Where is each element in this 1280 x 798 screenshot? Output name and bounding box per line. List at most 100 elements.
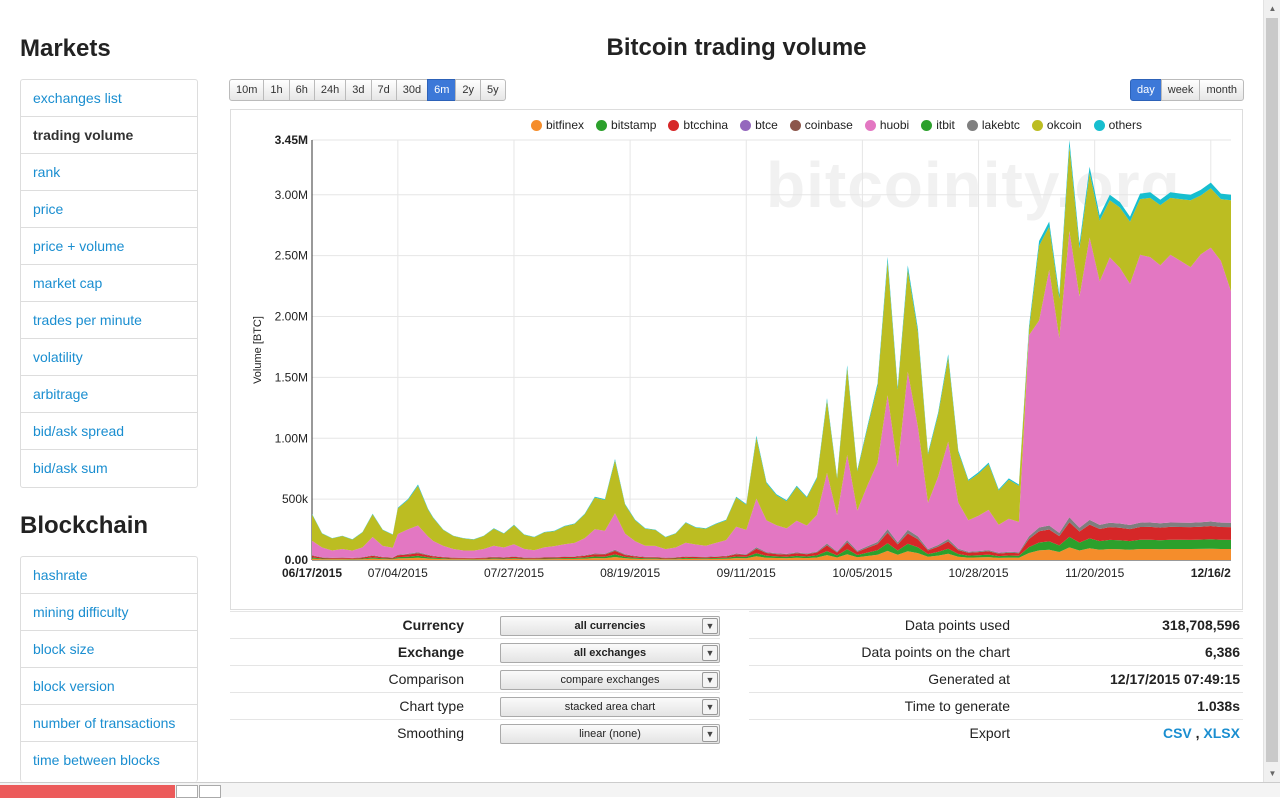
exchange-select[interactable]: all exchanges ▼ — [500, 643, 720, 663]
export-csv-link[interactable]: CSV — [1162, 725, 1192, 741]
x-tick-label: 06/17/2015 — [282, 566, 342, 580]
volume-chart: bitcoinity.org 0.00 500k 1.00M 1.50M 2.00M 2.… — [230, 109, 1243, 610]
interval-button-month[interactable]: month — [1199, 79, 1245, 101]
range-button-1h[interactable]: 1h — [263, 79, 290, 101]
legend-label: lakebtc — [981, 118, 1020, 132]
sidebar-item-arbitrage[interactable]: arbitrage — [21, 376, 197, 413]
stat-row-time-to-generate: Time to generate 1.038s — [749, 692, 1243, 719]
setting-row-chart-type: Chart type stacked area chart ▼ — [230, 692, 720, 719]
select-value: stacked area chart — [564, 701, 656, 713]
sidebar-item-bid-ask-sum[interactable]: bid/ask sum — [33, 460, 108, 476]
legend-label: bitfinex — [546, 118, 585, 132]
legend-item-coinbase[interactable]: coinbase — [789, 118, 853, 132]
range-button-24h[interactable]: 24h — [313, 79, 347, 101]
legend-label: huobi — [879, 118, 910, 132]
blockchain-nav: hashrate mining difficulty block size block… — [20, 556, 198, 782]
sidebar-item-hashrate[interactable]: hashrate — [21, 557, 197, 594]
stat-label: Data points used — [904, 617, 1010, 633]
y-tick-label: 1.00M — [275, 431, 308, 445]
sidebar-item-block-version[interactable]: block version — [21, 668, 197, 705]
comparison-select[interactable]: compare exchanges ▼ — [500, 670, 720, 690]
legend-item-bitfinex[interactable]: bitfinex — [531, 118, 584, 132]
sidebar-item-price-volume[interactable]: price + volume — [21, 228, 197, 265]
chevron-down-icon[interactable]: ▼ — [702, 645, 718, 661]
legend-dot-icon — [1031, 119, 1043, 131]
bottom-bar-button-2[interactable] — [199, 785, 221, 798]
chart-stats: Data points used 318,708,596 Data points o… — [749, 611, 1243, 746]
sidebar-item-bid-ask-spread[interactable]: bid/ask spread — [21, 413, 197, 450]
interval-button-day[interactable]: day — [1130, 79, 1162, 101]
sidebar-item-volatility[interactable]: volatility — [21, 339, 197, 376]
legend-item-btce[interactable]: btce — [740, 118, 778, 132]
chart-settings: Currency all currencies ▼ Exchange all excha… — [230, 611, 720, 746]
setting-label: Smoothing — [397, 725, 464, 741]
sidebar-item-number-of-transactions[interactable]: number of transactions — [21, 705, 197, 742]
x-tick-label: 10/28/2015 — [948, 566, 1008, 580]
range-button-6h[interactable]: 6h — [288, 79, 315, 101]
interval-button-week[interactable]: week — [1160, 79, 1201, 101]
page-title: Bitcoin trading volume — [606, 34, 867, 61]
chart-legend: bitfinex bitstamp btcchina btce coinbase huob… — [531, 118, 1154, 132]
range-button-10m[interactable]: 10m — [229, 79, 265, 101]
legend-item-bitstamp[interactable]: bitstamp — [596, 118, 656, 132]
select-value: all currencies — [574, 620, 646, 632]
sidebar-item-rank[interactable]: rank — [21, 154, 197, 191]
legend-item-btcchina[interactable]: btcchina — [668, 118, 728, 132]
interval-button-group: day week month — [1130, 79, 1245, 101]
export-xlsx-link[interactable]: XLSX — [1203, 725, 1240, 741]
scrollbar-thumb[interactable] — [1266, 18, 1278, 762]
area-bitstamp — [312, 536, 1231, 560]
x-tick-label: 08/19/2015 — [600, 566, 660, 580]
sidebar-item-exchanges-list[interactable]: exchanges list — [21, 80, 197, 117]
legend-item-others[interactable]: others — [1093, 118, 1142, 132]
setting-label: Comparison — [388, 671, 464, 687]
blockchain-title: Blockchain — [20, 512, 149, 539]
legend-dot-icon — [531, 119, 542, 131]
x-tick-label: 09/11/2015 — [717, 566, 776, 580]
stat-row-data-points-used: Data points used 318,708,596 — [749, 611, 1243, 638]
sidebar-item-trading-volume[interactable]: trading volume — [21, 117, 197, 154]
area-okcoin — [312, 146, 1231, 551]
area-bitfinex — [312, 547, 1231, 560]
bottom-bar — [0, 782, 1280, 798]
bottom-bar-button-1[interactable] — [176, 785, 198, 798]
y-tick-label: 1.50M — [275, 370, 308, 384]
chart-svg: 0.00 500k 1.00M 1.50M 2.00M 2.50M 3.00M 3.45M 06… — [252, 133, 1231, 580]
y-tick-label: 3.00M — [275, 188, 308, 202]
stat-value: 318,708,596 — [1162, 617, 1240, 633]
range-button-2y[interactable]: 2y — [455, 79, 482, 101]
currency-select[interactable]: all currencies ▼ — [500, 616, 720, 636]
sidebar-item-mining-difficulty[interactable]: mining difficulty — [21, 594, 197, 631]
legend-item-itbit[interactable]: itbit — [921, 118, 955, 132]
x-tick-label: 12/16/2 — [1191, 566, 1231, 580]
range-button-30d[interactable]: 30d — [395, 79, 429, 101]
range-button-7d[interactable]: 7d — [370, 79, 397, 101]
range-button-6m[interactable]: 6m — [427, 79, 457, 101]
sidebar-item-price[interactable]: price — [21, 191, 197, 228]
scroll-up-icon[interactable]: ▲ — [1268, 4, 1277, 13]
sidebar-item-block-size[interactable]: block size — [21, 631, 197, 668]
scroll-down-icon[interactable]: ▼ — [1268, 769, 1277, 778]
vertical-scrollbar[interactable]: ▲ ▼ — [1263, 0, 1280, 782]
chevron-down-icon[interactable]: ▼ — [702, 726, 718, 742]
sidebar-item-time-between-blocks[interactable]: time between blocks — [33, 752, 160, 768]
range-button-3d[interactable]: 3d — [345, 79, 372, 101]
sidebar-item-trades-per-minute[interactable]: trades per minute — [21, 302, 197, 339]
legend-item-huobi[interactable]: huobi — [864, 118, 910, 132]
range-button-5y[interactable]: 5y — [480, 79, 506, 101]
chevron-down-icon[interactable]: ▼ — [702, 672, 718, 688]
bottom-bar-highlight — [0, 785, 175, 798]
chevron-down-icon[interactable]: ▼ — [702, 618, 718, 634]
legend-dot-icon — [1093, 119, 1105, 131]
sidebar-item-market-cap[interactable]: market cap — [21, 265, 197, 302]
x-tick-label: 07/27/2015 — [484, 566, 544, 580]
chart-type-select[interactable]: stacked area chart ▼ — [500, 697, 720, 717]
setting-row-smoothing: Smoothing linear (none) ▼ — [230, 719, 720, 746]
legend-item-lakebtc[interactable]: lakebtc — [966, 118, 1020, 132]
legend-dot-icon — [966, 119, 978, 131]
chevron-down-icon[interactable]: ▼ — [702, 699, 718, 715]
legend-item-okcoin[interactable]: okcoin — [1031, 118, 1082, 132]
export-label: Export — [969, 725, 1010, 741]
smoothing-select[interactable]: linear (none) ▼ — [500, 724, 720, 744]
stat-row-export: Export CSV , XLSX — [749, 719, 1243, 746]
